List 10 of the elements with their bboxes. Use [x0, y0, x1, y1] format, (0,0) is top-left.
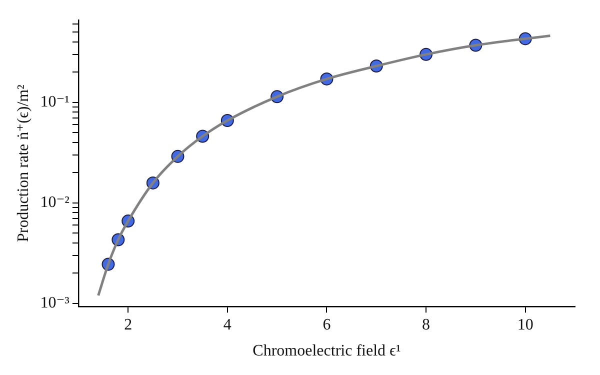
y-tick-label: 10⁻³ — [40, 294, 70, 312]
x-tick-label: 6 — [322, 316, 331, 334]
y-tick-label: 10⁻² — [40, 194, 70, 212]
x-tick-label: 8 — [422, 316, 430, 334]
y-axis-title: Production rate ṅ⁺(ϵ)/m² — [14, 84, 32, 242]
y-tick-label: 10⁻¹ — [40, 94, 70, 111]
x-tick-label: 10 — [517, 316, 534, 334]
x-tick-label: 2 — [124, 316, 132, 334]
x-axis-title: Chromoelectric field ϵ¹ — [252, 342, 401, 360]
x-tick-label: 4 — [223, 316, 232, 334]
